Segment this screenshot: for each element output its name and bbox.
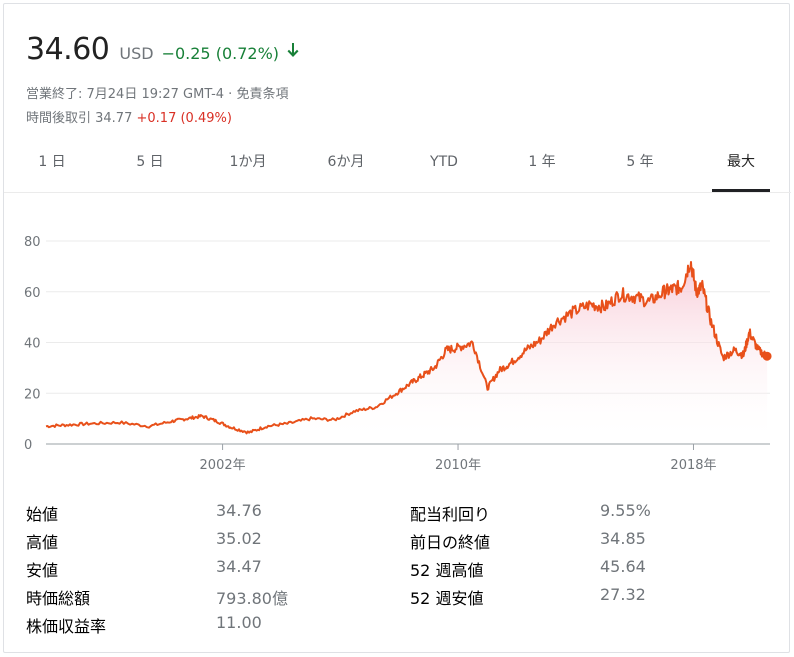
stat-label-prevclose: 前日の終値 <box>410 533 491 552</box>
stat-label-pe: 株価収益率 <box>26 617 107 636</box>
stat-value-52wklow: 27.32 <box>600 585 646 604</box>
stat-label-52wklow: 52 週安値 <box>410 589 484 608</box>
x-tick-label: 2018年 <box>670 458 716 473</box>
stat-label-mktcap: 時価総額 <box>26 589 91 608</box>
x-tick-label: 2010年 <box>435 458 481 473</box>
stat-label-52wkhigh: 52 週高値 <box>410 561 484 580</box>
price-line <box>45 261 769 435</box>
stat-label-dividend: 配当利回り <box>410 505 491 524</box>
price-chart[interactable]: 80 60 40 20 0 2002年 2010年 2018年 <box>4 4 791 484</box>
x-tick-label: 2002年 <box>200 458 246 473</box>
after-hours-label: 時間後取引 34.77 <box>26 111 133 126</box>
tab-1y[interactable]: 1 年 <box>528 154 556 170</box>
tab-max[interactable]: 最大 <box>712 144 770 192</box>
stat-value-pe: 11.00 <box>216 613 262 632</box>
last-price-dot <box>762 351 772 361</box>
y-tick-label: 40 <box>24 337 41 352</box>
tab-ytd[interactable]: YTD <box>430 154 458 170</box>
y-tick-label: 60 <box>24 286 41 301</box>
market-status: 営業終了: 7月24日 19:27 GMT-4 · 免責条項 <box>26 87 289 102</box>
after-hours: 時間後取引 34.77 +0.17 (0.49%) <box>26 107 232 126</box>
currency: USD <box>119 44 154 63</box>
stock-card: 34.60 USD −0.25 (0.72%) 営業終了: 7月24日 19:2… <box>3 3 791 653</box>
stat-label-open: 始値 <box>26 505 59 524</box>
range-tabs: 1 日 5 日 1か月 6か月 YTD 1 年 5 年 最大 <box>4 144 791 193</box>
y-tick-label: 0 <box>24 438 32 453</box>
stat-value-prevclose: 34.85 <box>600 529 646 548</box>
tab-5y[interactable]: 5 年 <box>626 154 654 170</box>
stat-value-52wkhigh: 45.64 <box>600 557 646 576</box>
stat-value-high: 35.02 <box>216 529 262 548</box>
y-tick-label: 80 <box>24 235 41 250</box>
price-area-fill <box>46 262 768 444</box>
price-row: 34.60 USD −0.25 (0.72%) <box>26 32 301 67</box>
tab-1m[interactable]: 1か月 <box>229 154 267 170</box>
stat-value-dividend: 9.55% <box>600 501 651 520</box>
stat-value-open: 34.76 <box>216 501 262 520</box>
tab-5d[interactable]: 5 日 <box>136 154 164 170</box>
stat-label-high: 高値 <box>26 533 59 552</box>
price-change: −0.25 (0.72%) <box>161 44 280 63</box>
y-tick-label: 20 <box>24 387 41 402</box>
after-hours-change: +0.17 (0.49%) <box>136 111 232 126</box>
stat-value-mktcap: 793.80億 <box>216 589 288 608</box>
tab-1d[interactable]: 1 日 <box>38 154 66 170</box>
arrow-down-icon <box>287 42 299 57</box>
stat-label-low: 安値 <box>26 561 59 580</box>
current-price: 34.60 <box>26 32 110 67</box>
tab-6m[interactable]: 6か月 <box>327 154 365 170</box>
stat-value-low: 34.47 <box>216 557 262 576</box>
